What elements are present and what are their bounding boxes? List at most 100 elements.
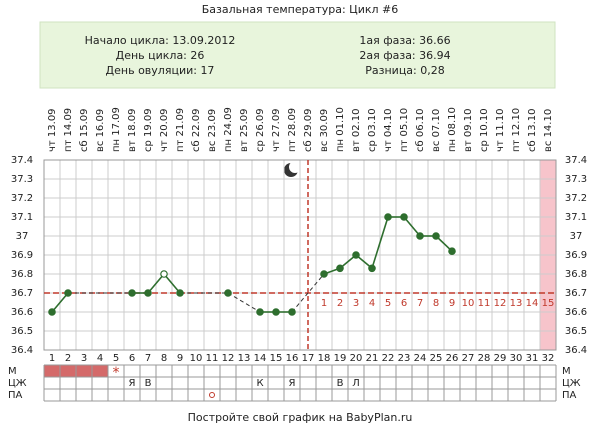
date-label: чт 04.10 bbox=[383, 108, 394, 152]
x-tick-label: 22 bbox=[382, 353, 395, 364]
y-tick-label: 36.8 bbox=[11, 269, 33, 280]
plot-frame bbox=[43, 159, 557, 351]
x-tick-label: 14 bbox=[254, 353, 267, 364]
info: День овуляции: 17 bbox=[106, 64, 215, 77]
y-tick-label: 37.2 bbox=[11, 193, 33, 204]
x-tick-label: 20 bbox=[350, 353, 363, 364]
menses-cell bbox=[76, 365, 92, 377]
x-tick-label: 21 bbox=[366, 353, 379, 364]
x-tick-label: 15 bbox=[270, 353, 283, 364]
y-tick-label: 36.6 bbox=[11, 307, 33, 318]
y-tick-label: 37 bbox=[570, 231, 583, 242]
date-label: чт 27.09 bbox=[271, 108, 282, 152]
temp-point bbox=[272, 308, 280, 316]
y-tick-label: 37.1 bbox=[565, 212, 587, 223]
temp-line bbox=[371, 216, 389, 269]
date-label: чт 20.09 bbox=[159, 108, 170, 152]
date-label: сб 13.10 bbox=[527, 109, 538, 152]
row-label: ПА bbox=[562, 390, 577, 401]
temp-point bbox=[400, 213, 408, 221]
date-label: чт 11.10 bbox=[495, 108, 506, 152]
x-tick-label: 32 bbox=[542, 353, 555, 364]
y-tick-label: 37.3 bbox=[565, 174, 587, 185]
y-tick-label: 36.4 bbox=[565, 345, 587, 356]
menses-cell bbox=[60, 365, 76, 377]
temp-line bbox=[51, 292, 69, 313]
row-label: ЦЖ bbox=[562, 378, 581, 389]
date-label: пн 24.09 bbox=[223, 107, 234, 152]
temp-point bbox=[448, 247, 456, 256]
luteal-day: 11 bbox=[478, 298, 491, 309]
date-label: пн 08.10 bbox=[447, 107, 458, 152]
x-tick-label: 1 bbox=[49, 353, 55, 364]
x-tick-label: 23 bbox=[398, 353, 411, 364]
temp-point bbox=[416, 232, 424, 240]
date-label: чт 13.09 bbox=[47, 108, 58, 152]
x-tick-label: 19 bbox=[334, 353, 347, 364]
date-label: вс 14.10 bbox=[543, 109, 554, 152]
x-tick-label: 6 bbox=[129, 353, 135, 364]
luteal-day: 14 bbox=[526, 298, 539, 309]
x-tick-label: 13 bbox=[238, 353, 251, 364]
mucus-label: В bbox=[145, 378, 152, 389]
x-tick-label: 24 bbox=[414, 353, 427, 364]
x-tick-label: 30 bbox=[510, 353, 523, 364]
y-tick-label: 37.1 bbox=[11, 212, 33, 223]
luteal-day: 8 bbox=[433, 298, 439, 309]
luteal-day: 15 bbox=[542, 298, 555, 309]
date-label: вт 09.10 bbox=[463, 108, 474, 152]
temp-point bbox=[432, 232, 440, 240]
info: Разница: 0,28 bbox=[365, 64, 445, 77]
mucus-label: Л bbox=[352, 378, 360, 389]
x-tick-label: 3 bbox=[81, 353, 87, 364]
y-tick-label: 37.3 bbox=[11, 174, 33, 185]
date-label: ср 10.10 bbox=[479, 108, 490, 152]
x-tick-label: 29 bbox=[494, 353, 507, 364]
temp-point bbox=[64, 289, 72, 297]
y-tick-label: 36.5 bbox=[565, 326, 587, 337]
y-tick-label: 36.7 bbox=[11, 288, 33, 299]
temp-point bbox=[288, 308, 296, 316]
date-label: пн 17.09 bbox=[111, 107, 122, 152]
y-tick-label: 36.5 bbox=[11, 326, 33, 337]
temp-line bbox=[147, 273, 165, 294]
row-label: М bbox=[8, 366, 17, 377]
date-label: ср 26.09 bbox=[255, 108, 266, 152]
temp-point bbox=[224, 289, 232, 297]
temp-point bbox=[368, 264, 376, 273]
date-label: пт 14.09 bbox=[63, 108, 74, 152]
mucus-label: В bbox=[337, 378, 344, 389]
moon-icon bbox=[284, 161, 301, 177]
y-tick-label: 36.8 bbox=[565, 269, 587, 280]
gap-line bbox=[291, 273, 325, 313]
y-tick-label: 37.4 bbox=[565, 155, 587, 166]
x-tick-label: 8 bbox=[161, 353, 167, 364]
luteal-day: 4 bbox=[369, 298, 375, 309]
y-tick-label: 36.7 bbox=[565, 288, 587, 299]
info: 2ая фаза: 36.94 bbox=[359, 49, 450, 62]
luteal-day: 3 bbox=[353, 298, 359, 309]
x-tick-label: 18 bbox=[318, 353, 331, 364]
x-tick-label: 4 bbox=[97, 353, 103, 364]
temp-point bbox=[48, 308, 56, 316]
temp-point bbox=[176, 289, 184, 297]
x-tick-label: 7 bbox=[145, 353, 151, 364]
y-tick-label: 36.9 bbox=[11, 250, 33, 261]
x-tick-label: 26 bbox=[446, 353, 459, 364]
info-box bbox=[39, 21, 556, 89]
y-tick-label: 37.4 bbox=[11, 155, 33, 166]
date-label: сб 06.10 bbox=[415, 109, 426, 152]
x-tick-label: 16 bbox=[286, 353, 299, 364]
y-tick-label: 36.6 bbox=[565, 307, 587, 318]
date-label: ср 19.09 bbox=[143, 108, 154, 152]
date-label: вт 25.09 bbox=[239, 108, 250, 152]
luteal-day: 2 bbox=[337, 298, 343, 309]
temp-line bbox=[403, 216, 421, 237]
x-tick-label: 9 bbox=[177, 353, 183, 364]
luteal-day: 9 bbox=[449, 298, 455, 309]
info: Начало цикла: 13.09.2012 bbox=[85, 34, 236, 47]
luteal-day: 1 bbox=[321, 298, 327, 309]
row-label: М bbox=[562, 366, 571, 377]
temp-point bbox=[336, 264, 344, 273]
